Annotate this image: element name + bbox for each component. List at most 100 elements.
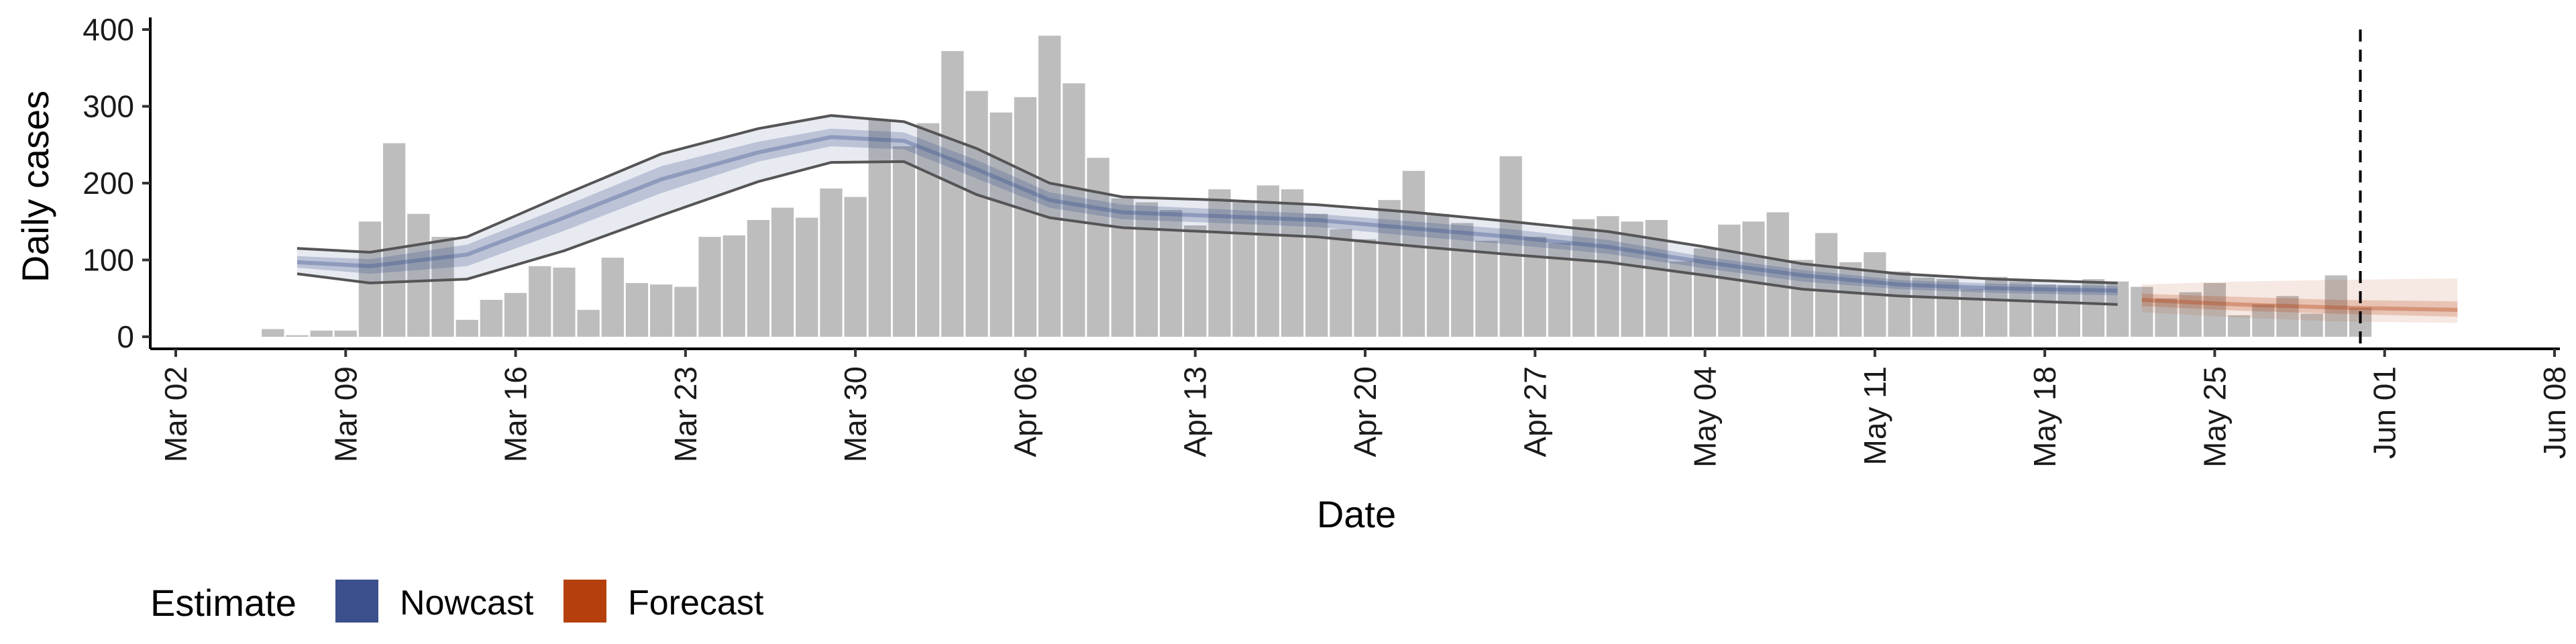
bar [1742, 221, 1765, 337]
bar [358, 221, 382, 337]
y-axis-title: Daily cases [14, 91, 56, 282]
bar [1330, 229, 1352, 337]
bar [2228, 315, 2251, 337]
bands-layer [297, 115, 2458, 323]
bar [674, 286, 697, 337]
bar [2276, 296, 2299, 337]
bar [2009, 281, 2032, 337]
x-tick-label: Jun 08 [2537, 366, 2572, 459]
legend-label-nowcast: Nowcast [400, 584, 534, 623]
bar [747, 220, 770, 337]
bar [1354, 239, 1377, 337]
nowcast-lower-line [297, 160, 2118, 306]
bar [262, 329, 284, 337]
bar [2300, 313, 2323, 337]
x-tick-label: May 11 [1858, 366, 1892, 465]
bar [529, 266, 551, 337]
bar [989, 112, 1012, 337]
x-tick-label: Apr 27 [1517, 366, 1552, 458]
bar [383, 143, 406, 337]
bar [796, 217, 818, 337]
bar [1305, 213, 1328, 337]
bar [504, 292, 527, 337]
y-tick-label: 0 [117, 319, 134, 354]
x-tick-label: Jun 01 [2367, 366, 2402, 459]
bar [1281, 189, 1304, 337]
bar [286, 335, 309, 337]
bar [1087, 158, 1110, 337]
bar [1135, 202, 1158, 337]
bar [650, 284, 673, 337]
lines-layer [297, 30, 2458, 343]
bar [1063, 83, 1085, 337]
x-tick-label: Apr 13 [1178, 366, 1213, 458]
bar [722, 235, 745, 337]
bar [1451, 223, 1474, 337]
bar [1523, 237, 1546, 337]
bar [601, 258, 624, 337]
legend: Estimate Nowcast Forecast [150, 580, 764, 624]
bar [2179, 292, 2202, 337]
bar [1621, 221, 1644, 337]
x-tick-label: Apr 20 [1348, 366, 1383, 458]
bar [1936, 279, 1960, 337]
bar [577, 309, 600, 337]
bar [1815, 233, 1838, 337]
bar [1378, 200, 1401, 337]
bar [965, 91, 988, 337]
bar [625, 282, 649, 337]
bar [941, 51, 964, 337]
x-tick-label: Mar 16 [498, 366, 533, 462]
x-tick-label: Mar 30 [838, 366, 873, 462]
bar [2252, 304, 2275, 337]
x-tick-label: Apr 06 [1008, 366, 1042, 458]
bar [2324, 275, 2347, 337]
bar [868, 119, 891, 337]
bar [310, 330, 333, 337]
bar [1208, 189, 1231, 337]
bar [553, 267, 576, 337]
legend-swatch-nowcast [335, 580, 378, 623]
bar [2033, 284, 2056, 337]
bar [407, 213, 430, 337]
bar [2203, 282, 2226, 337]
bar [1475, 240, 1498, 337]
x-tick-label: Mar 09 [328, 366, 363, 462]
x-tick-label: Mar 23 [668, 366, 703, 462]
bar [1888, 271, 1911, 337]
bar [2155, 298, 2178, 337]
bar [820, 189, 843, 337]
bar [2057, 285, 2080, 337]
nowcast-median-line [297, 135, 2118, 293]
bar [1402, 170, 1425, 337]
bar [1766, 212, 1789, 337]
bar [2082, 279, 2105, 337]
bar [1111, 198, 1134, 337]
legend-title: Estimate [150, 582, 297, 624]
axes-layer: 0 100 200 300 400 Mar 02 Mar 09 Mar 16 Mar 23 Mar… [83, 12, 2572, 468]
bar [771, 207, 794, 337]
nowcast-upper-line [297, 114, 2118, 284]
bar [1184, 225, 1207, 337]
x-tick-label: May 18 [2027, 366, 2062, 468]
legend-swatch-forecast [564, 580, 606, 623]
bar [1839, 262, 1862, 337]
legend-label-forecast: Forecast [628, 584, 764, 623]
nowcast-inner-band [297, 128, 2118, 296]
bar [1693, 248, 1717, 337]
y-tick-label: 100 [83, 243, 134, 278]
bar [1426, 213, 1450, 337]
bar [1038, 36, 1061, 337]
bar [1985, 276, 2008, 337]
bar [2106, 281, 2129, 337]
forecast-median-line [2141, 298, 2458, 312]
bar [1499, 156, 1522, 337]
bar [1790, 260, 1813, 337]
bar [1960, 289, 1984, 337]
bar [334, 330, 357, 337]
forecast-inner-band [2141, 293, 2458, 317]
x-tick-label: May 04 [1688, 366, 1723, 468]
y-tick-label: 200 [83, 166, 134, 201]
bar [1572, 219, 1595, 337]
x-axis-title: Date [1317, 493, 1396, 535]
